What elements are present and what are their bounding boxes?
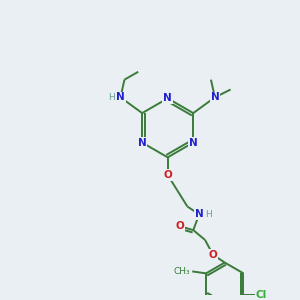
Text: N: N: [195, 209, 203, 219]
Text: H: H: [205, 210, 212, 219]
Text: N: N: [163, 93, 172, 103]
Text: N: N: [116, 92, 125, 102]
Text: O: O: [163, 170, 172, 180]
Text: O: O: [175, 221, 184, 231]
Text: H: H: [108, 93, 115, 102]
Text: O: O: [208, 250, 217, 260]
Text: N: N: [211, 92, 219, 102]
Text: N: N: [138, 138, 146, 148]
Text: Cl: Cl: [256, 290, 267, 300]
Text: CH₃: CH₃: [174, 267, 190, 276]
Text: N: N: [189, 138, 198, 148]
